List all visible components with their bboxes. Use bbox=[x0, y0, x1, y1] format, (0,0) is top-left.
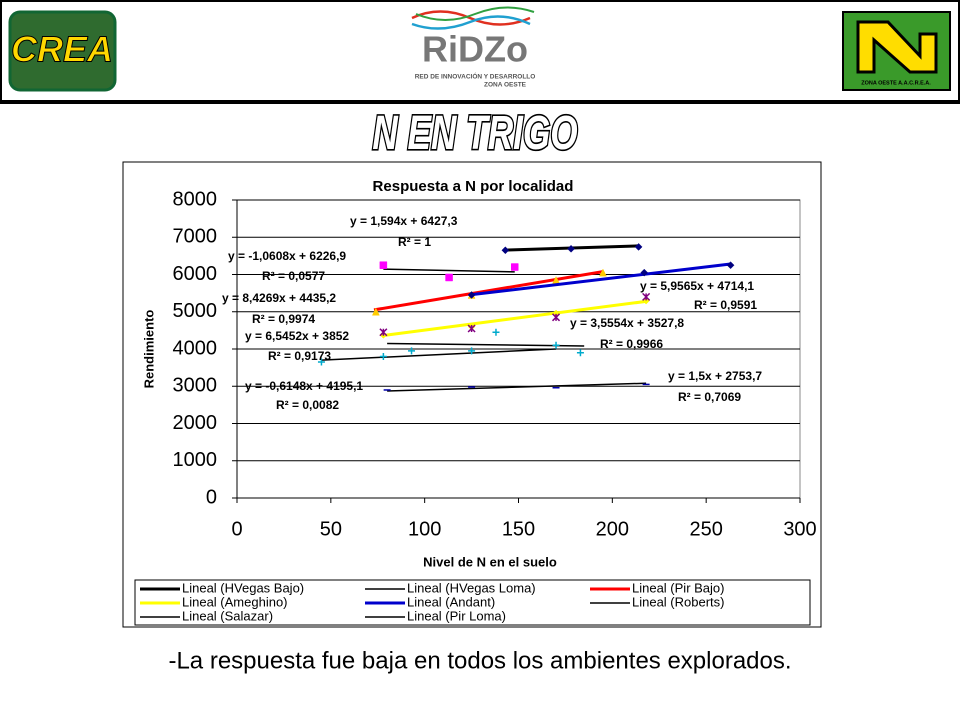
data-point bbox=[501, 246, 510, 255]
ridzo-wave bbox=[411, 10, 531, 26]
trendline-label: R² = 0,7069 bbox=[678, 390, 741, 404]
x-tick-label: 300 bbox=[783, 518, 816, 540]
y-tick-label: 1000 bbox=[173, 449, 218, 471]
x-tick-label: 100 bbox=[408, 518, 441, 540]
data-point bbox=[640, 268, 649, 277]
trendline-label: y = 5,9565x + 4714,1 bbox=[640, 279, 754, 293]
y-tick-label: 5000 bbox=[173, 300, 218, 322]
data-point bbox=[379, 261, 388, 269]
trendline-label: y = 1,5x + 2753,7 bbox=[668, 369, 762, 383]
crea-logo bbox=[8, 10, 117, 92]
y-tick-label: 4000 bbox=[173, 337, 218, 359]
legend-label: Lineal (HVegas Loma) bbox=[407, 580, 536, 595]
data-point bbox=[599, 268, 607, 277]
data-point bbox=[567, 244, 575, 253]
y-axis-label: Rendimiento bbox=[141, 310, 156, 389]
ridzo-sub: ZONA OESTE bbox=[484, 82, 527, 89]
trendline bbox=[321, 348, 557, 361]
data-point bbox=[467, 291, 476, 299]
trendline-label: R² = 1 bbox=[398, 235, 431, 249]
data-point bbox=[552, 341, 560, 349]
trendline-label: y = 8,4269x + 4435,2 bbox=[222, 291, 336, 305]
legend-label: Lineal (Salazar) bbox=[182, 608, 273, 623]
x-tick-label: 0 bbox=[231, 518, 242, 540]
data-point bbox=[726, 261, 735, 270]
trendline bbox=[383, 268, 515, 273]
data-point bbox=[634, 243, 643, 251]
trendline-label: y = -0,6148x + 4195,1 bbox=[245, 379, 363, 393]
x-tick-label: 50 bbox=[320, 518, 342, 540]
y-tick-label: 0 bbox=[206, 486, 217, 508]
trendline-label: R² = 0,9591 bbox=[694, 298, 757, 312]
trendline-label: R² = 0,9966 bbox=[600, 337, 663, 351]
data-point bbox=[642, 292, 651, 301]
legend-label: Lineal (Ameghino) bbox=[182, 594, 288, 609]
slide-title: N EN TRIGO bbox=[372, 105, 577, 159]
data-point bbox=[468, 347, 476, 355]
data-point bbox=[552, 313, 561, 322]
data-point bbox=[492, 328, 500, 336]
trendline-label: R² = 0,9173 bbox=[268, 349, 331, 363]
legend-label: Lineal (Pir Bajo) bbox=[632, 580, 725, 595]
data-point bbox=[379, 352, 387, 360]
legend bbox=[134, 579, 811, 626]
trendline-label: y = 6,5452x + 3852 bbox=[245, 329, 349, 343]
data-point bbox=[317, 358, 325, 366]
y-tick-label: 7000 bbox=[173, 226, 218, 248]
data-point bbox=[379, 328, 388, 337]
legend-label: Lineal (HVegas Bajo) bbox=[182, 580, 304, 595]
y-tick-label: 8000 bbox=[173, 188, 218, 210]
x-tick-label: 150 bbox=[502, 518, 535, 540]
legend-label: Lineal (Andant) bbox=[407, 594, 495, 609]
trendline bbox=[387, 382, 647, 392]
data-point bbox=[371, 307, 380, 316]
trendline-label: y = 1,594x + 6427,3 bbox=[350, 214, 458, 228]
ridzo-wave bbox=[415, 6, 535, 21]
x-axis-label: Nivel de N en el suelo bbox=[423, 554, 557, 569]
trendline bbox=[387, 342, 585, 347]
x-tick-label: 200 bbox=[596, 518, 629, 540]
data-point bbox=[408, 347, 416, 355]
data-point bbox=[445, 273, 453, 282]
ridzo-sub: RED DE INNOVACIÓN Y DESARROLLO bbox=[415, 72, 536, 81]
y-tick-label: 6000 bbox=[173, 263, 218, 285]
data-point bbox=[510, 263, 519, 271]
ridzo-wave bbox=[411, 15, 531, 30]
legend-label: Lineal (Pir Loma) bbox=[407, 608, 506, 623]
trendline bbox=[471, 262, 731, 297]
data-point bbox=[467, 324, 476, 333]
x-tick-label: 250 bbox=[689, 518, 722, 540]
trendline bbox=[383, 299, 647, 337]
trendline-label: R² = 0,0082 bbox=[276, 398, 339, 412]
crea-text: CREA bbox=[11, 29, 113, 70]
y-tick-label: 2000 bbox=[173, 412, 218, 434]
chart-title: Respuesta a N por localidad bbox=[373, 178, 574, 195]
trendline-label: y = -1,0608x + 6226,9 bbox=[228, 249, 346, 263]
zona-text: ZONA OESTE A.A.C.R.E.A. bbox=[861, 80, 931, 86]
trendline-label: y = 3,5554x + 3527,8 bbox=[570, 316, 684, 330]
trendline-label: R² = 0,9974 bbox=[252, 312, 315, 326]
ridzo-text: RiDZo bbox=[422, 29, 528, 70]
caption: -La respuesta fue baja en todos los ambi… bbox=[168, 647, 791, 674]
trendline-label: R² = 0,0577 bbox=[262, 269, 325, 283]
zona-icon bbox=[856, 20, 938, 74]
data-point bbox=[576, 349, 584, 357]
legend-label: Lineal (Roberts) bbox=[632, 594, 725, 609]
trendline bbox=[373, 270, 604, 312]
y-tick-label: 3000 bbox=[173, 375, 218, 397]
